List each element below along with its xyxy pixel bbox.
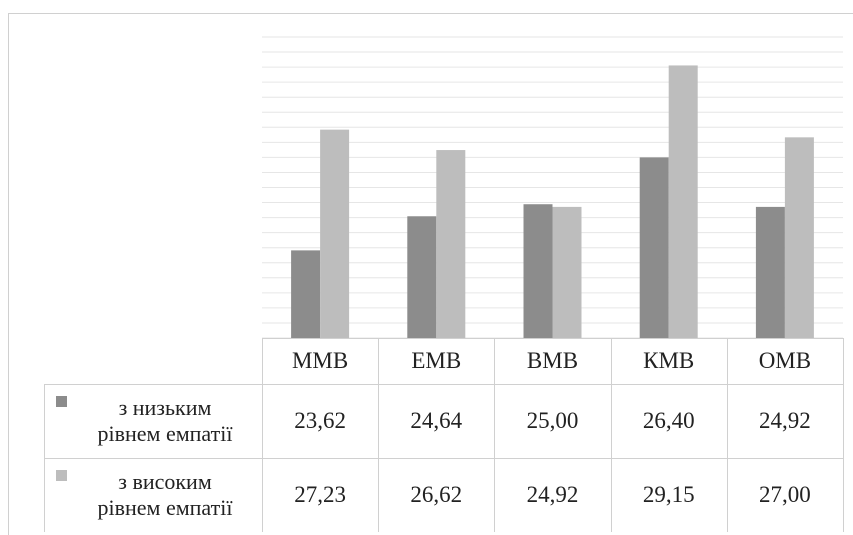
- category-label: ММВ: [291, 348, 349, 373]
- bar-series1-1: [407, 216, 437, 338]
- table-border: [726, 338, 728, 532]
- series-label-line: з високим: [118, 469, 212, 494]
- legend-swatch-series1: [56, 396, 67, 407]
- series-label: з високим рівнем емпатії: [70, 458, 260, 532]
- table-border: [378, 338, 380, 532]
- data-value-cell: 24,92: [526, 482, 579, 507]
- bar-series2-0: [320, 129, 350, 338]
- series-label: з низьким рівнем емпатії: [70, 384, 260, 458]
- data-value-cell: 27,23: [294, 482, 346, 507]
- bar-series2-4: [784, 137, 814, 338]
- category-label: ЕМВ: [411, 348, 462, 373]
- bar-series1-2: [523, 204, 553, 338]
- table-border: [610, 338, 612, 532]
- series-label-line: рівнем емпатії: [97, 495, 233, 520]
- bar-series1-4: [755, 206, 785, 338]
- table-border: [44, 384, 843, 385]
- data-value-cell: 26,62: [410, 482, 463, 507]
- data-value-cell: 24,92: [759, 408, 811, 433]
- bar-series2-3: [668, 65, 698, 338]
- legend-swatch-series2: [56, 470, 67, 481]
- table-border: [262, 338, 263, 532]
- data-value-cell: 29,15: [642, 482, 695, 507]
- category-label: КМВ: [643, 348, 695, 373]
- data-value-cell: 23,62: [294, 408, 346, 433]
- bar-series2-1: [436, 150, 466, 338]
- category-label: ВМВ: [526, 348, 579, 373]
- series-label-line: з низьким: [118, 395, 212, 420]
- table-border: [843, 338, 844, 532]
- series-label-line: рівнем емпатії: [97, 421, 233, 446]
- data-value-cell: 27,00: [759, 482, 811, 507]
- table-border: [494, 338, 496, 532]
- category-label: ОМВ: [758, 348, 812, 373]
- bar-series1-3: [639, 157, 669, 338]
- table-border: [44, 458, 843, 459]
- data-value-cell: 24,64: [410, 408, 463, 433]
- data-value-cell: 26,40: [642, 408, 695, 433]
- table-border: [44, 384, 45, 532]
- bar-series2-2: [552, 206, 582, 338]
- data-value-cell: 25,00: [526, 408, 579, 433]
- table-border: [262, 338, 843, 339]
- bar-series1-0: [291, 250, 321, 338]
